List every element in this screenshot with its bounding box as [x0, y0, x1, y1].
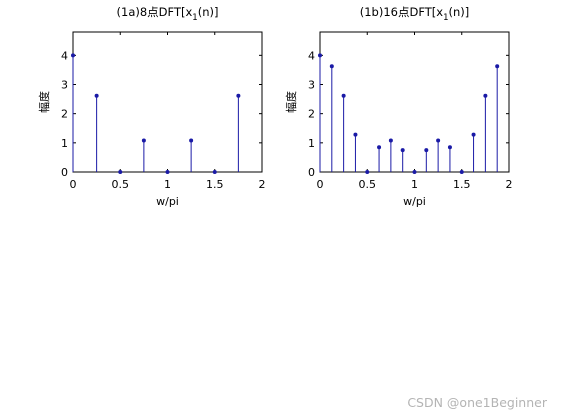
chart-2-stem-marker — [412, 170, 417, 174]
chart-2-stem-marker — [471, 132, 476, 137]
chart-2-y-tick-label: 0 — [308, 166, 315, 179]
chart-1-title-subscript: 1 — [192, 13, 197, 23]
chart-1-x-axis-label: w/pi — [156, 195, 179, 208]
chart-1-stem-marker — [189, 138, 194, 143]
chart-2-stem-marker — [353, 132, 358, 137]
chart-2-stem-marker — [318, 53, 322, 58]
chart-1-stem-marker — [236, 93, 241, 98]
chart-2-stem-marker — [436, 138, 441, 143]
chart-1-y-tick-label: 1 — [61, 137, 68, 150]
chart-1-title-main: (1a)8点DFT[x — [117, 5, 193, 19]
chart-2-y-tick-label: 4 — [308, 49, 315, 62]
chart-1-stem-marker — [94, 93, 99, 98]
chart-2-stem-marker — [377, 145, 382, 150]
chart-1-y-tick-label: 0 — [61, 166, 68, 179]
chart-2-stem-marker — [495, 64, 500, 69]
chart-2-stem-marker — [483, 93, 488, 98]
chart-2-stem-marker — [329, 64, 334, 69]
chart-1-x-tick-label: 2 — [259, 178, 266, 191]
chart-2-x-tick-label: 1 — [411, 178, 418, 191]
chart-2-y-tick-label: 2 — [308, 108, 315, 121]
chart-1-x-tick-label: 1.5 — [206, 178, 224, 191]
chart-1-title: (1a)8点DFT[x1(n)] — [117, 5, 219, 23]
chart-1-x-tick-label: 1 — [164, 178, 171, 191]
watermark-text: CSDN @one1Beginner — [407, 395, 548, 410]
chart-2-y-tick-label: 1 — [308, 137, 315, 150]
chart-2-stem-marker — [388, 138, 393, 143]
chart-2-axes-frame — [319, 31, 510, 173]
chart-1-y-tick-label: 4 — [61, 49, 68, 62]
chart-2-stem-marker — [424, 148, 429, 153]
chart-2-stem-marker — [459, 170, 464, 174]
chart-1-stem-marker — [141, 138, 146, 143]
chart-1-stem-marker — [118, 170, 123, 174]
chart-1-x-tick-label: 0 — [70, 178, 77, 191]
chart-1-stem-marker — [212, 170, 217, 174]
chart-1-title-tail: (n)] — [198, 5, 219, 19]
chart-1-stem-marker — [165, 170, 170, 174]
chart-2-stem-marker — [341, 93, 346, 98]
chart-1-y-axis-label: 幅度 — [37, 91, 51, 113]
chart-2-stem-marker — [365, 170, 370, 174]
chart-2-x-tick-label: 2 — [506, 178, 513, 191]
chart-2-x-tick-label: 0 — [317, 178, 324, 191]
chart-2-x-axis-label: w/pi — [403, 195, 426, 208]
chart-2-stem-marker — [400, 148, 405, 153]
chart-2-title-subscript: 1 — [443, 13, 448, 23]
chart-1-axes-frame — [72, 31, 263, 173]
chart-2-x-tick-label: 0.5 — [359, 178, 377, 191]
chart-2-title-main: (1b)16点DFT[x — [360, 5, 444, 19]
chart-2-x-tick-label: 1.5 — [453, 178, 471, 191]
chart-2-y-axis-label: 幅度 — [284, 91, 298, 113]
chart-2-title-tail: (n)] — [448, 5, 469, 19]
chart-1-stem-marker — [71, 53, 75, 58]
chart-1-y-tick-label: 3 — [61, 79, 68, 92]
chart-2-title: (1b)16点DFT[x1(n)] — [360, 5, 469, 23]
chart-2-y-tick-label: 3 — [308, 79, 315, 92]
chart-2-stem-marker — [447, 145, 452, 150]
chart-1-y-tick-label: 2 — [61, 108, 68, 121]
chart-1-x-tick-label: 0.5 — [112, 178, 130, 191]
